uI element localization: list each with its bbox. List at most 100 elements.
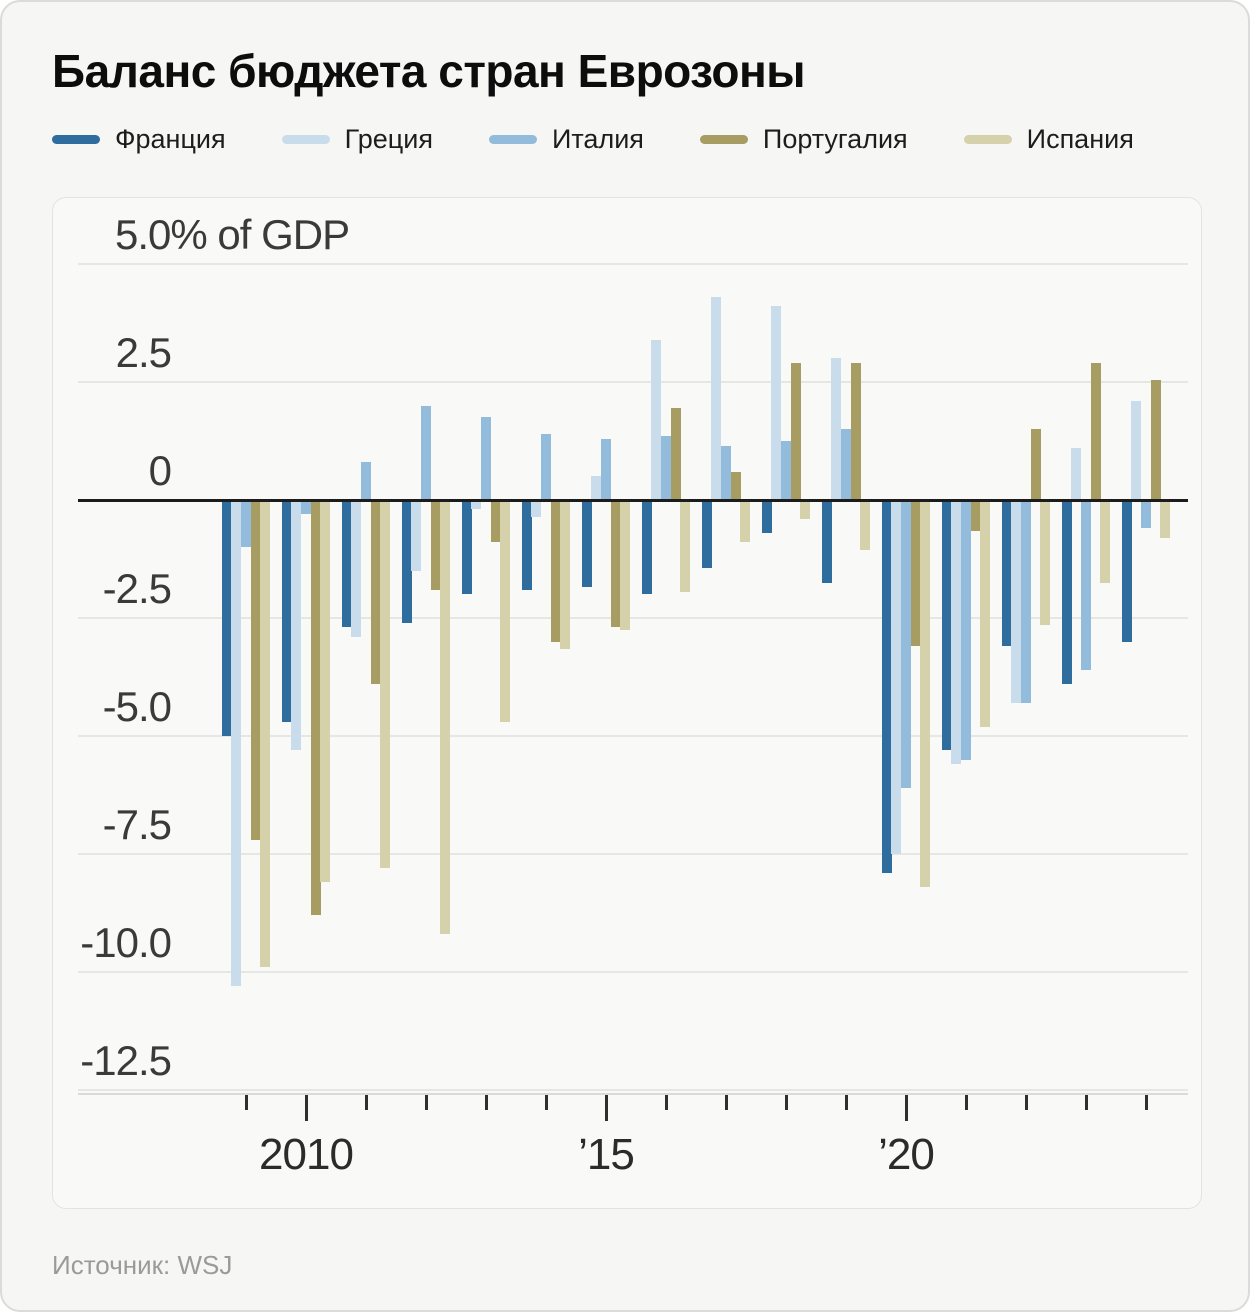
bar-Португалия-2016 [670, 407, 681, 500]
bar-Португалия-2013 [490, 500, 501, 543]
bar-Испания-2022 [1040, 500, 1051, 626]
bar-Испания-2014 [560, 500, 571, 649]
x-tick-2019 [844, 1095, 848, 1110]
bar-Испания-2010 [320, 500, 331, 883]
bar-Греция-2012 [411, 500, 422, 571]
bar-Греция-2021 [951, 500, 962, 765]
bar-Португалия-2019 [850, 363, 861, 500]
bar-Греция-2016 [651, 339, 662, 500]
bar-Греция-2014 [531, 500, 542, 517]
gridline--2.5 [78, 617, 1188, 619]
bar-Франция-2022 [1001, 500, 1012, 647]
bar-Греция-2013 [471, 500, 482, 510]
legend-swatch-icon [52, 135, 100, 144]
y-axis-label-0: 0 [148, 447, 172, 494]
bar-Испания-2015 [620, 500, 631, 630]
y-axis-label--7.5: -7.5 [102, 801, 172, 848]
bar-Португалия-2017 [730, 471, 741, 500]
legend-item-4: Португалия [699, 124, 908, 155]
x-axis-baseline [78, 1093, 1188, 1095]
bar-Греция-2010 [291, 500, 302, 751]
bar-Греция-2015 [591, 476, 602, 500]
gridline--7.5 [78, 853, 1188, 855]
bar-Испания-2020 [920, 500, 931, 888]
bar-Испания-2021 [980, 500, 991, 727]
legend-item-1: Франция [52, 124, 226, 155]
bar-Испания-2023 [1100, 500, 1111, 583]
zero-baseline [78, 498, 1188, 502]
legend-label: Франция [115, 124, 226, 154]
bar-Испания-2013 [500, 500, 511, 722]
bar-Испания-2011 [380, 500, 391, 869]
page-title: Баланс бюджета стран Еврозоны [52, 45, 806, 97]
bar-Греция-2009 [231, 500, 242, 987]
bar-Греция-2023 [1071, 448, 1082, 500]
bar-Франция-2013 [461, 500, 472, 595]
x-tick-2024 [1144, 1095, 1148, 1110]
x-axis-label-2010: 2010 [259, 1130, 354, 1179]
bar-Франция-2015 [581, 500, 592, 588]
y-axis-label-2.5: 2.5 [115, 329, 172, 376]
bar-Португалия-2021 [970, 500, 981, 531]
bar-Португалия-2009 [250, 500, 261, 840]
bar-Португалия-2023 [1090, 363, 1101, 500]
bar-Португалия-2012 [430, 500, 441, 590]
bar-Испания-2024 [1160, 500, 1171, 538]
bar-Италия-2024 [1141, 500, 1151, 529]
bar-Португалия-2015 [610, 500, 621, 628]
gridline--10 [78, 971, 1188, 973]
bar-Португалия-2018 [790, 363, 801, 500]
chart-panel: 5.0% of GDP 2.5 0 -2.5 -5.0 -7.5 -10.0 -12.5 201… [52, 197, 1202, 1209]
y-axis-label--10: -10.0 [80, 919, 172, 966]
y-axis-label--2.5: -2.5 [102, 565, 172, 612]
bar-Италия-2018 [781, 441, 791, 500]
bar-Италия-2023 [1081, 500, 1091, 670]
bar-Италия-2017 [721, 445, 731, 500]
bar-Франция-2009 [221, 500, 232, 736]
legend-label: Италия [551, 124, 644, 154]
bar-Испания-2017 [740, 500, 751, 543]
x-tick-2013 [484, 1095, 488, 1110]
bar-Греция-2019 [831, 358, 842, 500]
y-axis-label--12.5: -12.5 [80, 1037, 172, 1084]
bar-Испания-2019 [860, 500, 871, 550]
bar-Италия-2020 [901, 500, 911, 788]
gridline-5 [78, 263, 1188, 265]
bar-Франция-2024 [1121, 500, 1132, 642]
x-tick-2012 [424, 1095, 428, 1110]
legend-item-5: Испания [963, 124, 1134, 155]
y-axis-label--5: -5.0 [102, 683, 172, 730]
x-tick-2015 [604, 1095, 608, 1121]
gridline-2.5 [78, 381, 1188, 383]
x-tick-2017 [724, 1095, 728, 1110]
bar-Италия-2013 [481, 417, 491, 500]
legend-swatch-icon [963, 135, 1012, 144]
x-tick-2018 [784, 1095, 788, 1110]
source-note: Источник: WSJ [52, 1250, 232, 1281]
bar-Греция-2022 [1011, 500, 1022, 703]
bar-Португалия-2024 [1150, 379, 1161, 500]
gridline--5 [78, 735, 1188, 737]
x-tick-2016 [664, 1095, 668, 1110]
bar-Португалия-2011 [370, 500, 381, 685]
bar-Испания-2018 [800, 500, 811, 519]
bar-Италия-2022 [1021, 500, 1031, 703]
x-tick-2010 [304, 1095, 308, 1121]
x-axis-label-2020: ’20 [878, 1130, 935, 1179]
bar-Франция-2017 [701, 500, 712, 569]
bar-Испания-2012 [440, 500, 451, 935]
bar-Франция-2011 [341, 500, 352, 628]
legend-label: Испания [1026, 124, 1134, 154]
bar-Франция-2020 [881, 500, 892, 873]
y-axis-label-5: 5.0% of GDP [115, 211, 350, 258]
x-tick-2023 [1084, 1095, 1088, 1110]
x-tick-2021 [964, 1095, 968, 1110]
bar-Португалия-2022 [1030, 429, 1041, 500]
bar-Италия-2011 [361, 462, 371, 500]
bar-Португалия-2020 [910, 500, 921, 647]
bar-Италия-2012 [421, 405, 431, 500]
bar-Италия-2019 [841, 429, 851, 500]
bar-Франция-2016 [641, 500, 652, 595]
bar-Греция-2020 [891, 500, 902, 854]
